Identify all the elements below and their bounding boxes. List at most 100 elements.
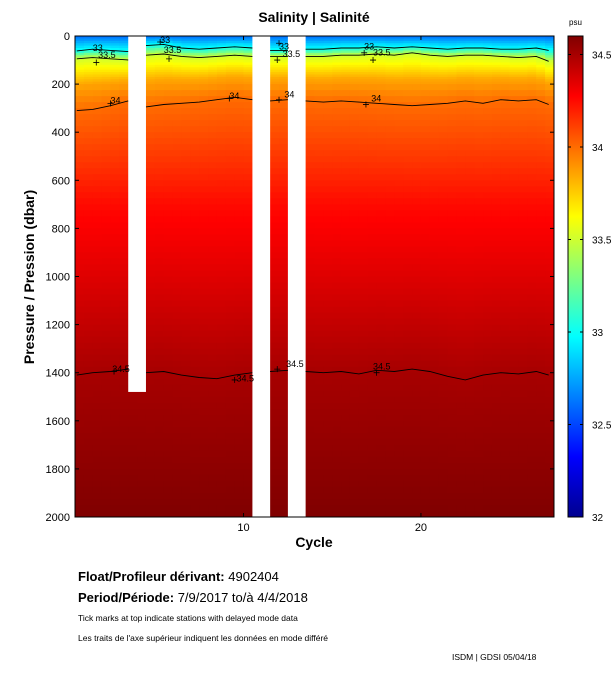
heatmap-cell [323, 62, 333, 66]
heatmap-cell [101, 498, 112, 506]
heatmap-cell [429, 67, 440, 71]
heatmap-cell [465, 438, 475, 446]
heatmap-cell [376, 48, 387, 52]
heatmap-cell [234, 156, 245, 163]
heatmap-cell [305, 336, 316, 344]
heatmap-cell [341, 408, 351, 416]
heatmap-cell [208, 156, 218, 163]
heatmap-cell [234, 312, 245, 320]
heatmap-cell [545, 474, 554, 482]
heatmap-cell [163, 414, 174, 422]
heatmap-cell [349, 40, 360, 44]
heatmap-cell [341, 96, 351, 103]
heatmap-cell [181, 378, 191, 386]
heatmap-cell [305, 57, 316, 61]
heatmap-cell [110, 306, 120, 314]
heatmap-cell [341, 414, 351, 422]
heatmap-cell [456, 252, 466, 260]
heatmap-cell [536, 426, 546, 434]
heatmap-cell [216, 40, 227, 44]
heatmap-cell [110, 426, 120, 434]
heatmap-cell [314, 60, 324, 64]
heatmap-cell [545, 282, 554, 290]
heatmap-cell [412, 234, 422, 242]
heatmap-cell [110, 222, 120, 229]
heatmap-cell [154, 72, 165, 76]
heatmap-cell [323, 414, 333, 422]
heatmap-cell [500, 414, 511, 422]
heatmap-cell [500, 300, 511, 308]
heatmap-cell [349, 210, 360, 217]
heatmap-cell [154, 426, 165, 434]
heatmap-cell [412, 38, 422, 42]
heatmap-cell [208, 270, 218, 278]
heatmap-cell [172, 40, 183, 44]
heatmap-cell [341, 60, 351, 64]
heatmap-cell [110, 45, 120, 49]
heatmap-cell [545, 246, 554, 254]
heatmap-cell [394, 246, 404, 254]
heatmap-cell [154, 81, 165, 85]
heatmap-cell [376, 426, 387, 434]
heatmap-cell [367, 55, 378, 59]
heatmap-cell [456, 384, 466, 392]
heatmap-cell [172, 288, 183, 296]
heatmap-cell [447, 420, 458, 428]
heatmap-cell [119, 216, 129, 223]
heatmap-cell [509, 52, 520, 56]
heatmap-cell [279, 402, 289, 410]
heatmap-cell [181, 43, 191, 47]
heatmap-cell [394, 390, 404, 398]
heatmap-cell [83, 438, 94, 446]
heatmap-cell [119, 186, 129, 193]
heatmap-cell [518, 288, 528, 296]
heatmap-cell [101, 240, 112, 248]
heatmap-cell [358, 510, 369, 517]
heatmap-cell [341, 180, 351, 187]
heatmap-cell [305, 384, 316, 392]
heatmap-cell [438, 67, 449, 71]
heatmap-cell [225, 444, 236, 452]
heatmap-cell [447, 432, 458, 440]
heatmap-cell [367, 138, 378, 145]
heatmap-cell [536, 246, 546, 254]
heatmap-cell [509, 468, 520, 476]
heatmap-cell [456, 480, 466, 488]
heatmap-cell [92, 318, 103, 326]
heatmap-cell [491, 62, 502, 66]
heatmap-cell [305, 402, 316, 410]
heatmap-cell [199, 504, 209, 512]
heatmap-cell [225, 510, 236, 517]
heatmap-cell [447, 43, 458, 47]
heatmap-cell [483, 408, 493, 416]
heatmap-cell [491, 79, 502, 83]
heatmap-cell [447, 252, 458, 260]
heatmap-cell [500, 312, 511, 320]
heatmap-cell [101, 270, 112, 278]
heatmap-cell [190, 81, 200, 85]
heatmap-cell [403, 504, 413, 512]
heatmap-cell [500, 138, 511, 145]
heatmap-cell [181, 90, 191, 97]
heatmap-cell [341, 510, 351, 517]
heatmap-cell [420, 438, 431, 446]
heatmap-cell [349, 216, 360, 223]
heatmap-cell [101, 282, 112, 290]
heatmap-cell [83, 57, 94, 61]
heatmap-cell [465, 336, 475, 344]
heatmap-cell [181, 336, 191, 344]
heatmap-cell [216, 64, 227, 68]
heatmap-cell [145, 336, 156, 344]
heatmap-cell [190, 156, 200, 163]
heatmap-cell [216, 492, 227, 500]
heatmap-cell [110, 62, 120, 66]
heatmap-cell [208, 40, 218, 44]
heatmap-cell [332, 210, 342, 217]
heatmap-cell [376, 79, 387, 83]
heatmap-cell [234, 138, 245, 145]
heatmap-cell [403, 468, 413, 476]
heatmap-cell [403, 282, 413, 290]
heatmap-cell [181, 204, 191, 211]
heatmap-cell [394, 74, 404, 78]
heatmap-cell [225, 360, 236, 368]
